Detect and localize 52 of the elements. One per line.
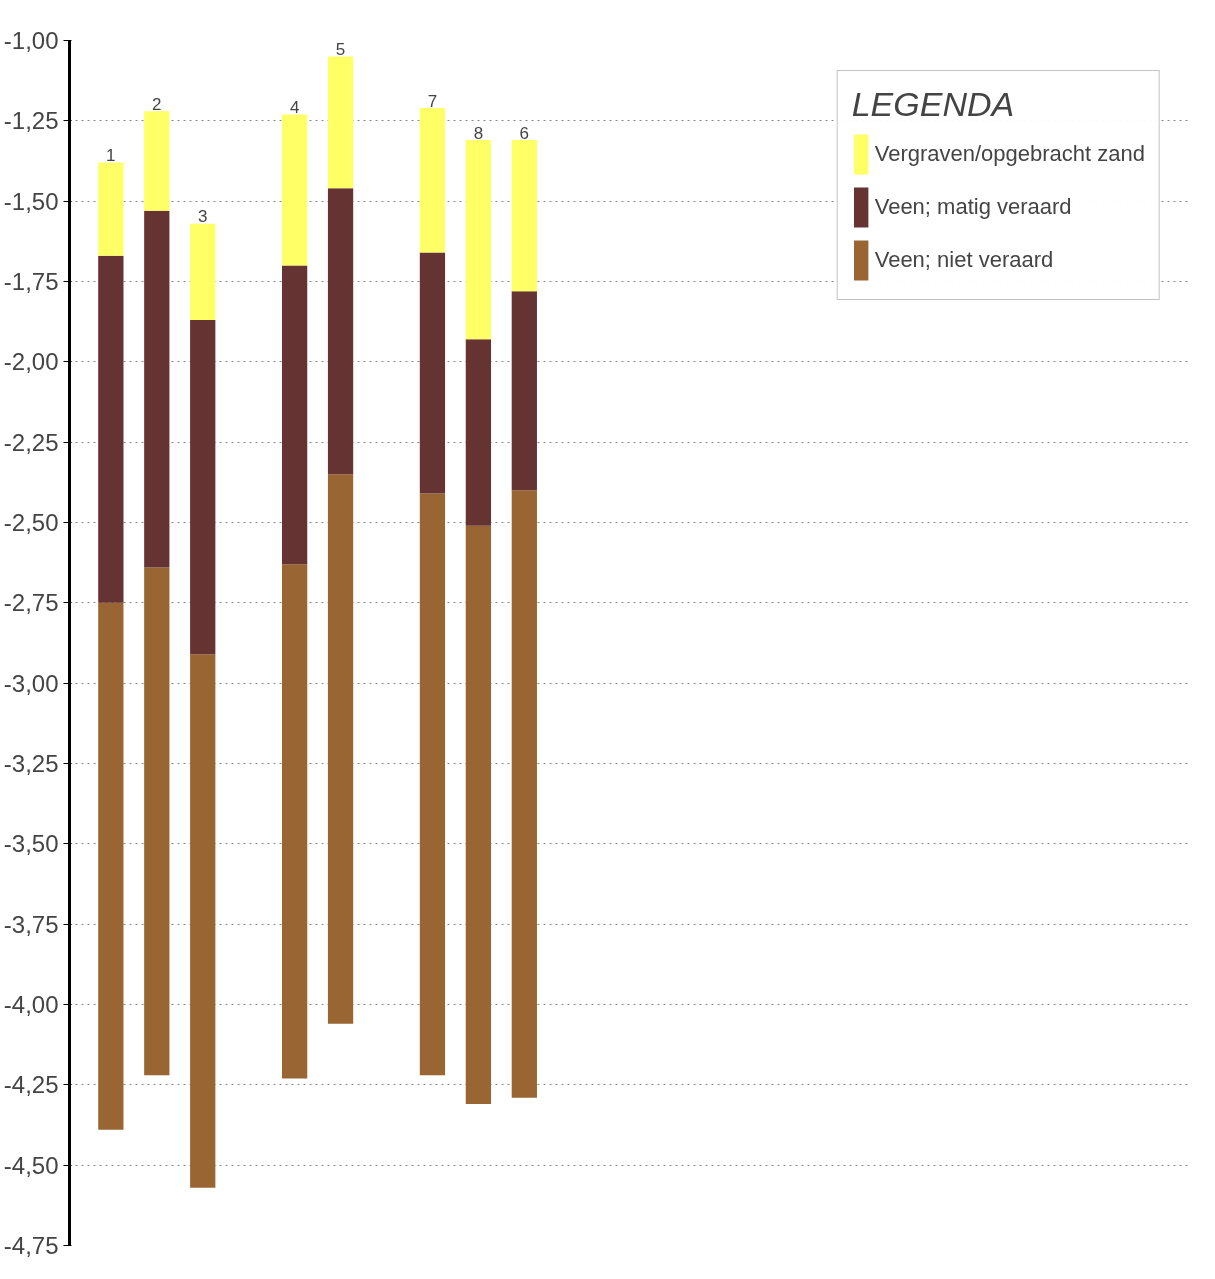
y-tick-label: -4,75 (3, 1232, 59, 1259)
bar (511, 140, 537, 292)
bar (327, 188, 354, 475)
x-tick-label: 4 (289, 98, 300, 118)
x-tick-label: 6 (519, 123, 530, 143)
bar (281, 265, 308, 565)
x-tick-label: 3 (198, 207, 208, 227)
y-tick-label: -1,50 (3, 187, 59, 215)
y-tick-label: -2,00 (3, 348, 59, 376)
bar (327, 474, 354, 1024)
y-tick-label: -1,75 (3, 268, 59, 295)
bar (327, 56, 354, 189)
y-tick-label: -1,00 (3, 27, 59, 54)
legend-title: LEGENDA (851, 85, 1016, 124)
legend-label: Veen; matig veraard (874, 194, 1072, 220)
bar (419, 107, 446, 253)
y-tick-label: -2,75 (3, 589, 59, 617)
bar (465, 140, 492, 340)
y-tick-label: -4,50 (3, 1151, 59, 1179)
bar (98, 602, 124, 1130)
bar (144, 111, 170, 211)
bar (98, 162, 124, 256)
legend-label: Veen; niet veraard (874, 247, 1054, 273)
bar (281, 564, 308, 1079)
x-tick-label: 8 (473, 123, 484, 143)
y-tick-label: -1,25 (3, 107, 59, 135)
x-tick-label: 5 (335, 40, 346, 60)
bar (465, 339, 492, 526)
bar (419, 493, 446, 1076)
bar (465, 525, 492, 1105)
y-tick-label: -3,00 (3, 669, 59, 697)
bar (511, 291, 537, 491)
y-tick-label: -3,75 (3, 910, 59, 938)
y-tick-label: -2,50 (3, 509, 59, 536)
y-tick-label: -4,00 (3, 991, 59, 1018)
y-tick-label: -2,25 (3, 428, 59, 456)
bar (98, 255, 124, 603)
bar (511, 490, 537, 1098)
bar (144, 210, 170, 568)
bar (281, 114, 308, 266)
x-tick-label: 2 (152, 94, 162, 114)
bar (190, 654, 216, 1188)
x-tick-label: 7 (427, 91, 438, 111)
legend-label: Vergraven/opgebracht zand (874, 141, 1145, 167)
y-tick-label: -3,25 (3, 750, 59, 777)
bar (419, 252, 446, 494)
bar (144, 567, 170, 1076)
x-tick-label: 1 (106, 146, 116, 166)
bar (190, 320, 216, 655)
y-tick-label: -3,50 (3, 830, 59, 858)
y-tick-label: -4,25 (3, 1071, 59, 1099)
bar (190, 223, 216, 321)
